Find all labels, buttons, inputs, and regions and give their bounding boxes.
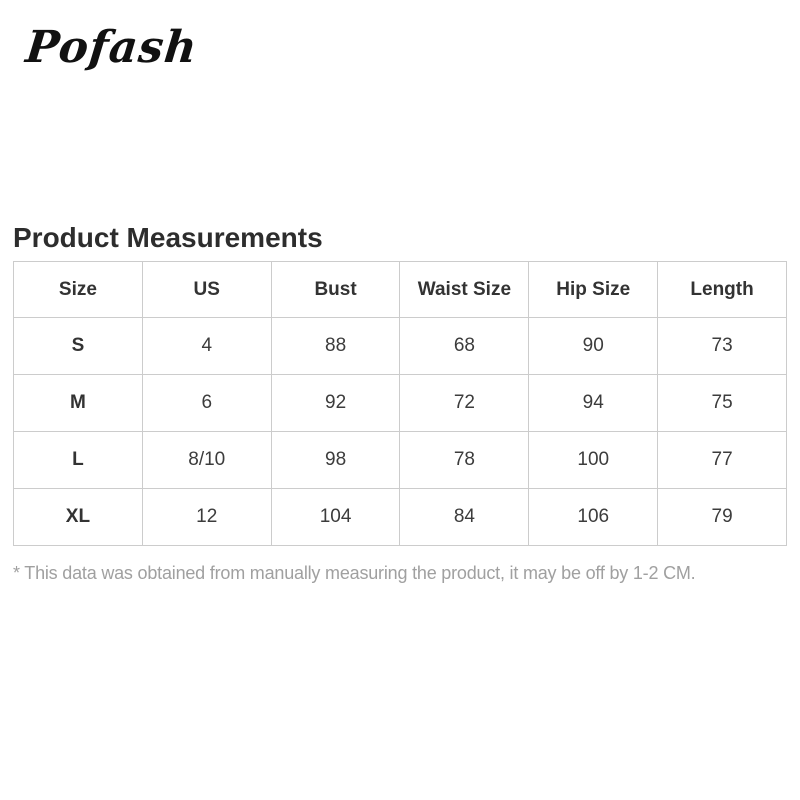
column-header-hip: Hip Size [528,261,659,318]
cell-hip: 100 [528,431,659,489]
cell-size: L [13,431,143,489]
cell-bust: 88 [270,317,401,375]
cell-us: 4 [141,317,272,375]
column-header-size: Size [13,261,143,318]
table-row-m: M 6 92 72 94 75 [13,374,787,432]
cell-size: S [13,317,143,375]
measurements-table: Size US Bust Waist Size Hip Size Length … [13,261,787,546]
cell-waist: 84 [399,488,530,546]
table-body: S 4 88 68 90 73 M 6 92 72 94 75 L 8/10 9… [13,317,787,546]
cell-bust: 104 [270,488,401,546]
cell-size: XL [13,488,143,546]
table-row-xl: XL 12 104 84 106 79 [13,488,787,546]
table-row-s: S 4 88 68 90 73 [13,317,787,375]
cell-hip: 94 [528,374,659,432]
column-header-us: US [141,261,272,318]
cell-size: M [13,374,143,432]
cell-us: 12 [141,488,272,546]
cell-length: 77 [657,431,787,489]
table-header: Size US Bust Waist Size Hip Size Length [13,261,787,318]
page-title: Product Measurements [13,221,323,253]
cell-us: 6 [141,374,272,432]
measurement-disclaimer: * This data was obtained from manually m… [13,563,696,583]
brand-logo: Pofash [23,22,201,73]
cell-length: 73 [657,317,787,375]
cell-bust: 92 [270,374,401,432]
table-row-l: L 8/10 98 78 100 77 [13,431,787,489]
cell-hip: 90 [528,317,659,375]
cell-us: 8/10 [141,431,272,489]
cell-hip: 106 [528,488,659,546]
cell-length: 79 [657,488,787,546]
column-header-length: Length [657,261,787,318]
cell-bust: 98 [270,431,401,489]
cell-waist: 78 [399,431,530,489]
cell-waist: 68 [399,317,530,375]
table-header-row: Size US Bust Waist Size Hip Size Length [13,261,787,318]
cell-length: 75 [657,374,787,432]
cell-waist: 72 [399,374,530,432]
column-header-waist: Waist Size [399,261,530,318]
column-header-bust: Bust [270,261,401,318]
